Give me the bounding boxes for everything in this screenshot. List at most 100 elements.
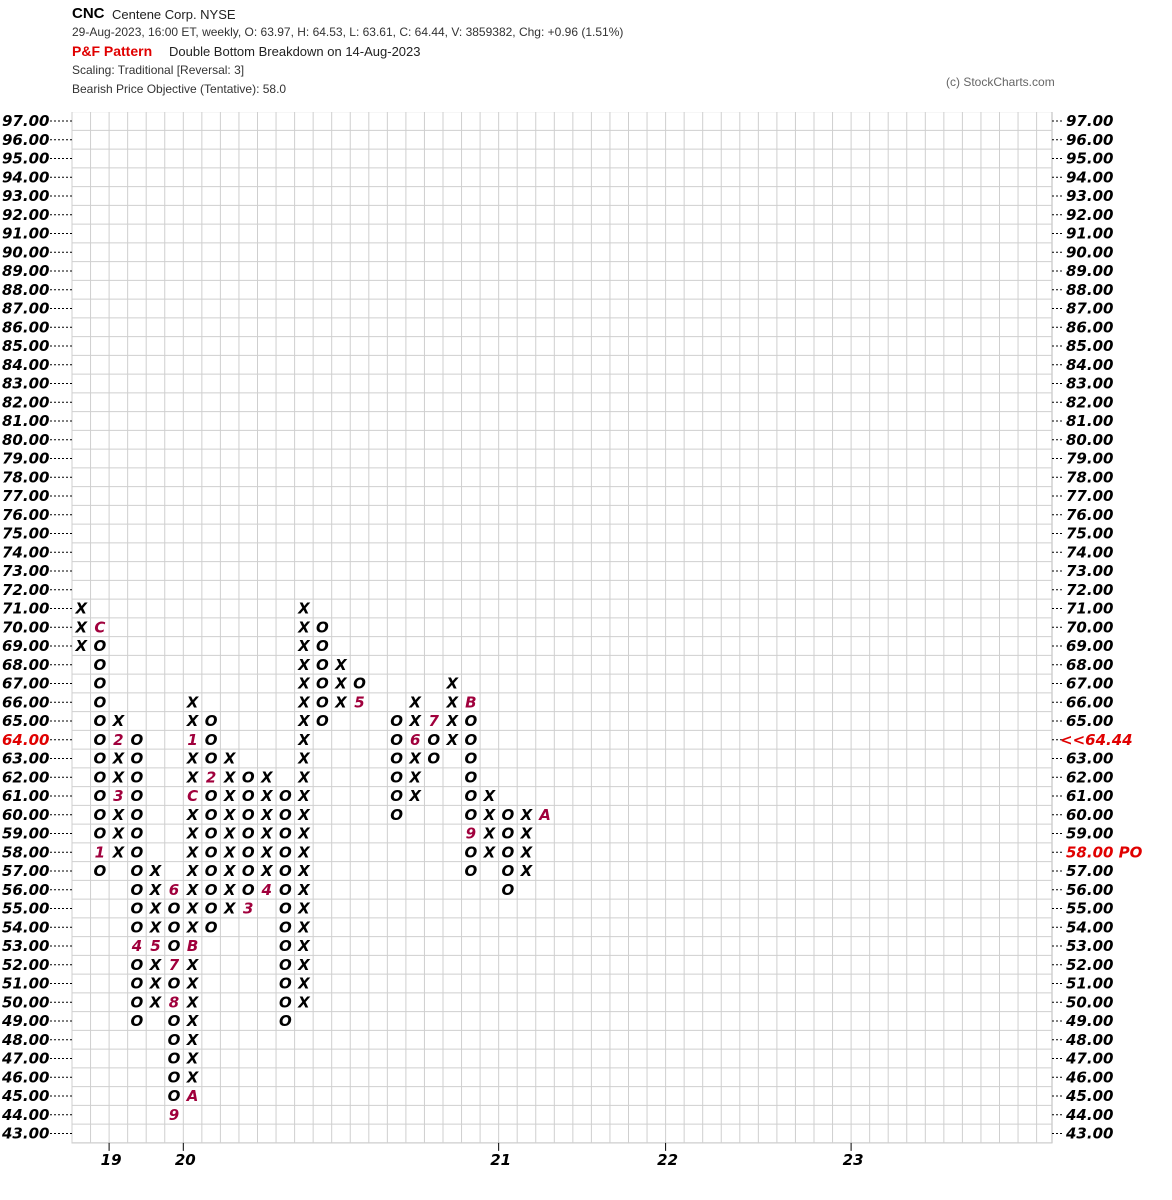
o-box: O (168, 918, 181, 936)
x-axis: 19 20 21 22 23 (101, 1142, 864, 1169)
y-tick-label-right: 77.00 (1066, 487, 1113, 505)
y-tick-label-right: 69.00 (1066, 637, 1113, 655)
month-marker: 2 (206, 768, 216, 786)
x-box: X (186, 1031, 200, 1049)
last-price-label: <<64.44 (1060, 731, 1133, 749)
o-box: O (279, 993, 292, 1011)
pf-column: OO7 (427, 712, 440, 768)
x-box: X (223, 825, 237, 843)
x-box: X (445, 712, 459, 730)
y-tick-label-right: 45.00 (1065, 1087, 1113, 1105)
o-box: O (131, 956, 144, 974)
x-box: X (223, 806, 237, 824)
month-marker: 1 (95, 843, 105, 861)
y-tick-label-right: 59.00 (1066, 825, 1113, 843)
y-tick-label-left: 48.00 (1, 1031, 49, 1049)
x-box: X (408, 693, 422, 711)
y-tick-label-left: 55.00 (2, 900, 49, 918)
y-tick-label-right: 75.00 (1066, 525, 1113, 543)
x-box: X (408, 787, 422, 805)
y-tick-label-left: 93.00 (2, 187, 49, 205)
x-box: X (186, 918, 200, 936)
x-box: X (297, 712, 311, 730)
x-box: X (483, 843, 497, 861)
x-box: X (297, 693, 311, 711)
y-tick-label-right: 66.00 (1066, 693, 1113, 711)
grid-border (71, 112, 1053, 1144)
x-box: X (186, 843, 200, 861)
x-box: X (112, 712, 126, 730)
y-tick-label-left: 45.00 (1, 1087, 49, 1105)
y-tick-label-left: 54.00 (2, 918, 49, 936)
o-box: O (93, 731, 106, 749)
y-tick-label-right: 83.00 (1066, 375, 1113, 393)
y-tick-label-right: 96.00 (1066, 131, 1113, 149)
y-tick-label-right: 87.00 (1066, 300, 1113, 318)
y-tick-label-left: 50.00 (2, 993, 49, 1011)
ticker-symbol: CNC (72, 5, 105, 22)
x-box: X (149, 918, 163, 936)
y-tick-label-right: 65.00 (1066, 712, 1113, 730)
x-box: X (223, 768, 237, 786)
o-box: O (93, 637, 106, 655)
month-marker: C (187, 787, 198, 805)
o-box: O (131, 1012, 144, 1030)
x-box: X (297, 862, 311, 880)
y-tick-label-left: 94.00 (2, 168, 49, 186)
y-tick-label-right: 57.00 (1066, 862, 1113, 880)
month-marker: 1 (187, 731, 197, 749)
o-box: O (205, 918, 218, 936)
y-tick-label-left: 95.00 (2, 150, 49, 168)
y-tick-label-left: 46.00 (1, 1068, 49, 1086)
o-box: O (464, 712, 477, 730)
y-tick-label-left: 73.00 (2, 562, 49, 580)
x-box: X (186, 862, 200, 880)
x-box: X (112, 806, 126, 824)
month-marker: 4 (131, 937, 142, 955)
month-marker: 7 (169, 956, 180, 974)
o-box: O (93, 656, 106, 674)
y-tick-label-left: 97.00 (2, 112, 49, 130)
y-tick-label-left: 77.00 (2, 487, 49, 505)
y-tick-label-left: 51.00 (2, 975, 49, 993)
x-box: X (112, 843, 126, 861)
y-tick-label-right: 70.00 (1066, 618, 1113, 636)
o-box: O (316, 618, 329, 636)
y-tick-label-left: 61.00 (2, 787, 49, 805)
y-tick-label-left: 63.00 (2, 750, 49, 768)
pattern-text: Double Bottom Breakdown on 14-Aug-2023 (169, 44, 421, 59)
o-box: O (131, 881, 144, 899)
scaling-info: Scaling: Traditional [Reversal: 3] (72, 63, 245, 77)
y-tick-label-right: 88.00 (1066, 281, 1113, 299)
x-tick-label: 20 (175, 1151, 196, 1169)
month-marker: B (465, 693, 476, 711)
x-box: X (297, 993, 311, 1011)
o-box: O (390, 806, 403, 824)
x-box: X (297, 600, 311, 618)
o-box: O (390, 712, 403, 730)
o-box: O (279, 787, 292, 805)
o-box: O (93, 787, 106, 805)
o-box: O (316, 712, 329, 730)
o-box: O (131, 825, 144, 843)
pf-column: XXX (74, 600, 88, 656)
o-box: O (279, 937, 292, 955)
x-box: X (297, 881, 311, 899)
y-tick-label-left: 60.00 (2, 806, 49, 824)
month-marker: 2 (113, 731, 123, 749)
x-box: X (334, 675, 348, 693)
pattern-label: P&F Pattern (72, 43, 153, 59)
o-box: O (242, 787, 255, 805)
o-box: O (205, 881, 218, 899)
y-tick-label-right: 49.00 (1065, 1012, 1113, 1030)
y-tick-label-left: 62.00 (2, 768, 49, 786)
y-tick-label-right: 82.00 (1066, 393, 1113, 411)
y-tick-label-right: 91.00 (1066, 225, 1113, 243)
o-box: O (390, 768, 403, 786)
y-tick-label-left: 49.00 (1, 1012, 49, 1030)
y-tick-label-left: 89.00 (2, 262, 49, 280)
